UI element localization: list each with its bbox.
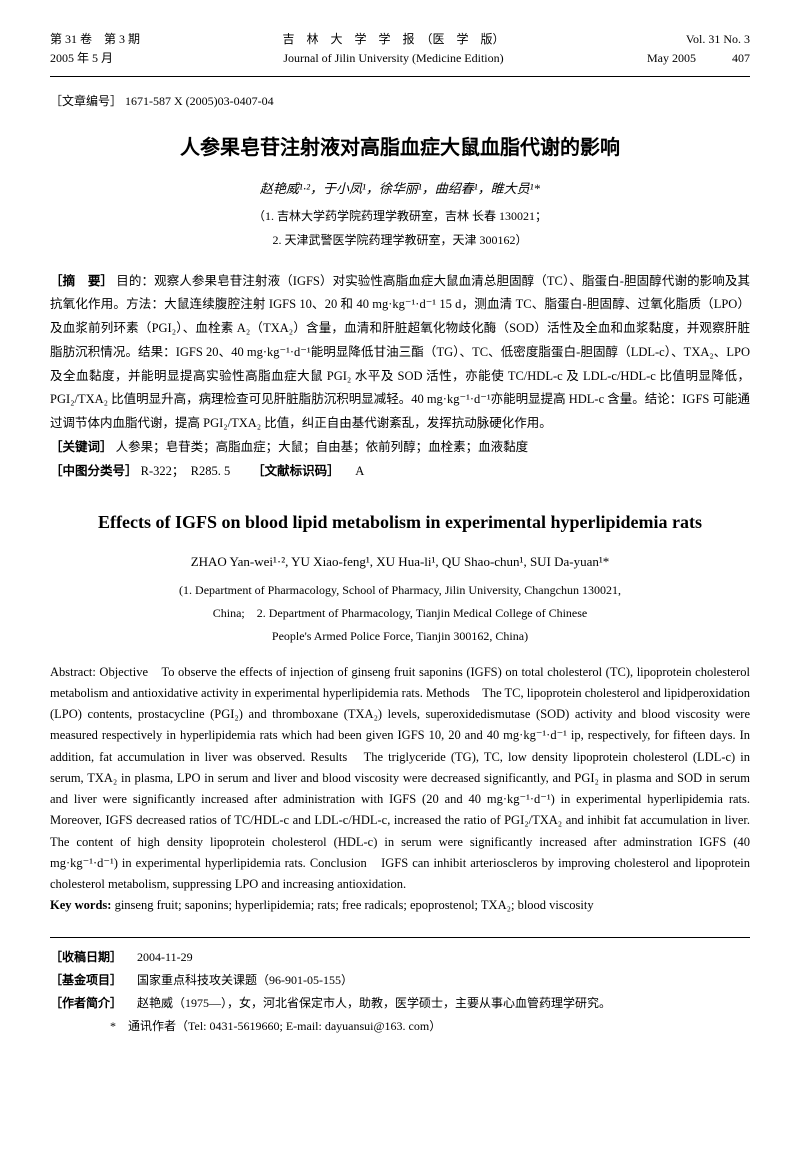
affiliation-cn-1: （1. 吉林大学药学院药理学教研室，吉林 长春 130021；: [50, 207, 750, 226]
keywords-cn: 人参果；皂苷类；高脂血症；大鼠；自由基；依前列醇；血栓素；血液黏度: [116, 440, 529, 454]
fund-label: ［基金项目］: [50, 973, 122, 987]
article-id-value: 1671-587 X (2005)03-0407-04: [125, 94, 274, 108]
received-label: ［收稿日期］: [50, 950, 122, 964]
affiliation-en-1: (1. Department of Pharmacology, School o…: [50, 581, 750, 600]
date-cn: 2005 年 5 月: [50, 49, 140, 68]
fund-line: ［基金项目］ 国家重点科技攻关课题（96-901-05-155）: [50, 971, 750, 990]
volume-cn: 第 31 卷 第 3 期: [50, 30, 140, 49]
page-header: 第 31 卷 第 3 期 2005 年 5 月 吉 林 大 学 学 报 （医 学…: [50, 30, 750, 68]
page-number: 407: [732, 51, 750, 65]
abstract-en-text: Abstract: Objective To observe the effec…: [50, 665, 750, 892]
article-id-line: ［文章编号］ 1671-587 X (2005)03-0407-04: [50, 92, 750, 111]
header-rule: [50, 76, 750, 77]
header-right: Vol. 31 No. 3 May 2005 407: [647, 30, 750, 68]
volume-en: Vol. 31 No. 3: [647, 30, 750, 49]
title-english: Effects of IGFS on blood lipid metabolis…: [50, 508, 750, 537]
abstract-cn-text: 目的：观察人参果皂苷注射液（IGFS）对实验性高脂血症大鼠血清总胆固醇（TC）、…: [50, 274, 750, 431]
corresponding-author: * 通讯作者（Tel: 0431-5619660; E-mail: dayuan…: [110, 1019, 441, 1033]
affiliation-cn-2: 2. 天津武警医学院药理学教研室，天津 300162）: [50, 231, 750, 250]
author-bio: 赵艳威（1975—），女，河北省保定市人，助教，医学硕士，主要从事心血管药理学研…: [137, 996, 611, 1010]
class-label: ［中图分类号］: [50, 464, 138, 478]
keywords-en: ginseng fruit; saponins; hyperlipidemia;…: [115, 898, 594, 912]
received-date-line: ［收稿日期］ 2004-11-29: [50, 948, 750, 967]
footer-rule: [50, 937, 750, 938]
date-en: May 2005: [647, 51, 696, 65]
journal-cn: 吉 林 大 学 学 报 （医 学 版）: [282, 30, 504, 49]
authors-chinese: 赵艳威¹·²，于小凤¹，徐华丽¹，曲绍春¹，睢大员¹*: [50, 179, 750, 200]
received-date: 2004-11-29: [137, 950, 193, 964]
title-chinese: 人参果皂苷注射液对高脂血症大鼠血脂代谢的影响: [50, 132, 750, 164]
affiliation-en-3: People's Armed Police Force, Tianjin 300…: [50, 627, 750, 646]
doc-code-label: ［文献标识码］: [258, 464, 339, 478]
author-bio-label: ［作者简介］: [50, 996, 122, 1010]
journal-en: Journal of Jilin University (Medicine Ed…: [282, 49, 504, 68]
article-id-label: ［文章编号］: [50, 94, 122, 108]
doc-code: A: [355, 464, 364, 478]
keywords-en-label: Key words:: [50, 898, 111, 912]
keywords-cn-label: ［关键词］: [50, 440, 113, 454]
header-center: 吉 林 大 学 学 报 （医 学 版） Journal of Jilin Uni…: [282, 30, 504, 68]
class-value: R-322； R285. 5: [141, 464, 231, 478]
abstract-chinese: ［摘 要］ 目的：观察人参果皂苷注射液（IGFS）对实验性高脂血症大鼠血清总胆固…: [50, 270, 750, 484]
abstract-english: Abstract: Objective To observe the effec…: [50, 662, 750, 917]
fund-text: 国家重点科技攻关课题（96-901-05-155）: [137, 973, 353, 987]
abstract-cn-label: ［摘 要］: [50, 274, 113, 288]
corresponding-author-line: * 通讯作者（Tel: 0431-5619660; E-mail: dayuan…: [50, 1017, 750, 1036]
author-bio-line: ［作者简介］ 赵艳威（1975—），女，河北省保定市人，助教，医学硕士，主要从事…: [50, 994, 750, 1013]
header-left: 第 31 卷 第 3 期 2005 年 5 月: [50, 30, 140, 68]
authors-english: ZHAO Yan-wei¹·², YU Xiao-feng¹, XU Hua-l…: [50, 552, 750, 573]
affiliation-en-2: China; 2. Department of Pharmacology, Ti…: [50, 604, 750, 623]
